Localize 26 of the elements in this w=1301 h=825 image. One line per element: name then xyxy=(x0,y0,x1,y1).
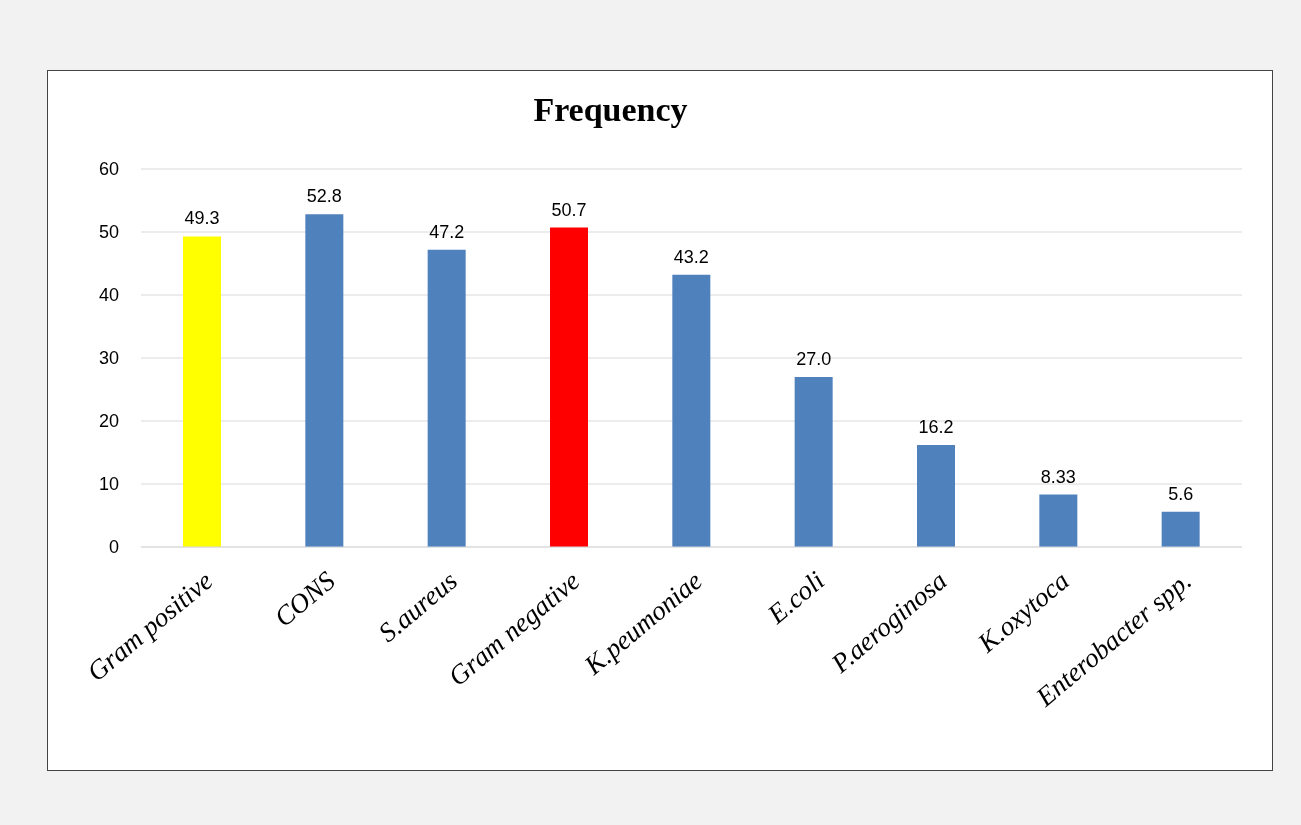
bar xyxy=(1161,511,1200,547)
data-label: 47.2 xyxy=(429,221,465,242)
bar xyxy=(794,376,833,547)
data-label: 27.0 xyxy=(796,348,832,369)
y-tick-label: 20 xyxy=(98,411,119,432)
bar xyxy=(183,236,221,547)
data-label: 5.6 xyxy=(1168,483,1194,504)
data-label: 8.33 xyxy=(1040,466,1076,487)
y-tick-label: 50 xyxy=(98,222,119,243)
y-tick-label: 0 xyxy=(108,537,119,558)
bar xyxy=(427,249,466,547)
bar xyxy=(1039,494,1078,547)
y-tick-label: 30 xyxy=(98,348,119,369)
bar xyxy=(917,444,955,547)
data-label: 49.3 xyxy=(184,208,220,229)
y-tick-label: 40 xyxy=(98,285,119,306)
y-tick-label: 60 xyxy=(98,159,119,180)
bar xyxy=(305,214,344,547)
y-tick-label: 10 xyxy=(98,474,119,495)
data-label: 52.8 xyxy=(306,186,342,207)
chart-title: Frequency xyxy=(532,91,689,129)
bar xyxy=(672,274,711,547)
data-label: 50.7 xyxy=(551,199,587,220)
bar xyxy=(550,227,588,547)
data-label: 16.2 xyxy=(918,416,954,437)
data-label: 43.2 xyxy=(673,246,709,267)
